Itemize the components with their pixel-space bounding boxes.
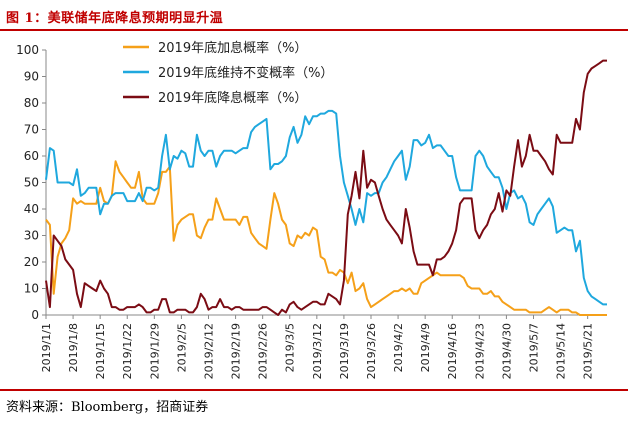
x-tick-label: 2019/3/26 (365, 323, 378, 379)
axes: 0 10 20 30 40 50 60 70 80 90 100 2019/1/1 2019/1/8 20… (16, 43, 607, 379)
x-tick-label: 2019/3/5 (284, 323, 297, 372)
y-tick-label: 80 (24, 96, 39, 110)
y-tick-label: 90 (24, 70, 39, 84)
series-line-1 (45, 160, 607, 316)
x-tick-label: 2019/4/16 (446, 323, 459, 379)
x-tick-label: 2019/3/19 (338, 323, 351, 379)
source-divider (0, 389, 628, 391)
y-tick-label: 20 (24, 255, 39, 269)
x-tick-label: 2019/1/8 (67, 323, 80, 372)
y-tick-label: 60 (24, 149, 39, 163)
x-tick-label: 2019/2/26 (257, 323, 270, 379)
x-tick-label: 2019/2/19 (230, 323, 243, 379)
x-tick-label: 2019/4/23 (473, 323, 486, 379)
x-tick-label: 2019/4/2 (392, 323, 405, 372)
chart-title: 图 1：美联储年底降息预期明显升温 (6, 11, 224, 26)
source-note: 资料来源：Bloomberg，招商证券 (6, 400, 209, 415)
legend: 2019年底加息概率（%） 2019年底维持不变概率（%） 2019年底降息概率（%… (123, 40, 333, 106)
legend-label-1: 2019年底加息概率（%） (158, 40, 307, 56)
x-tick-label: 2019/5/21 (582, 323, 595, 379)
y-tick-label: 100 (16, 43, 39, 57)
legend-label-2: 2019年底维持不变概率（%） (158, 65, 333, 81)
x-tick-label: 2019/1/29 (148, 323, 161, 379)
x-tick-label: 2019/3/12 (311, 323, 324, 379)
y-tick-label: 0 (31, 308, 39, 322)
x-tick-label: 2019/1/22 (121, 323, 134, 379)
title-divider (0, 29, 628, 31)
legend-label-3: 2019年底降息概率（%） (158, 90, 307, 106)
y-tick-label: 10 (24, 282, 39, 296)
line-chart: 2019年底加息概率（%） 2019年底维持不变概率（%） 2019年底降息概率（%… (16, 40, 607, 379)
x-tick-label: 2019/4/9 (419, 323, 432, 372)
x-tick-label: 2019/2/5 (175, 323, 188, 372)
series-line-3 (45, 59, 607, 316)
y-tick-label: 70 (24, 123, 39, 137)
series-group (45, 59, 607, 316)
series-line-2 (45, 109, 607, 306)
x-tick-label: 2019/2/12 (202, 323, 215, 379)
y-tick-label: 30 (24, 229, 39, 243)
x-tick-label: 2019/5/7 (527, 323, 540, 372)
x-tick-label: 2019/1/1 (40, 323, 53, 372)
x-tick-label: 2019/5/14 (555, 323, 568, 379)
y-tick-label: 40 (24, 202, 39, 216)
x-tick-label: 2019/1/15 (94, 323, 107, 379)
y-tick-label: 50 (24, 176, 39, 190)
x-tick-label: 2019/4/30 (500, 323, 513, 379)
